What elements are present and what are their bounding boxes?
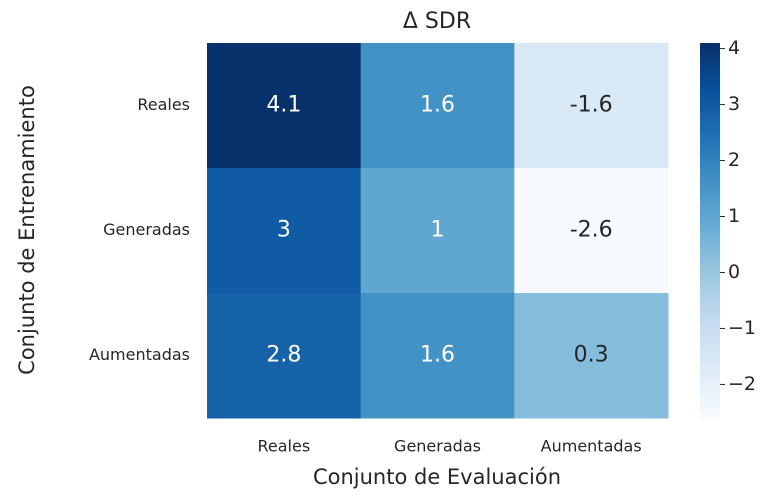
cell-label: 1	[431, 218, 445, 243]
chart-title: Δ SDR	[403, 9, 471, 34]
colorbar-tick-label: 4	[728, 37, 740, 59]
colorbar	[700, 43, 720, 418]
heatmap-cell	[360, 293, 515, 419]
cell-label: 1.6	[420, 343, 455, 368]
y-tick-label: Aumentadas	[89, 345, 190, 364]
cell-label: 2.8	[266, 343, 301, 368]
colorbar-tick-label: −1	[728, 317, 756, 339]
cell-label: 1.6	[420, 93, 455, 118]
x-tick-label: Reales	[257, 437, 310, 456]
heatmap-cell	[514, 43, 669, 169]
cell-label: 0.3	[574, 343, 609, 368]
colorbar-tick-label: −2	[728, 373, 756, 395]
cell-label: -2.6	[570, 218, 613, 243]
colorbar-tick-label: 1	[728, 205, 740, 227]
heatmap-cell	[360, 168, 515, 294]
cell-label: 4.1	[266, 93, 301, 118]
colorbar-tick-label: 2	[728, 149, 740, 171]
x-tick-label: Generadas	[394, 437, 481, 456]
cell-label: 3	[277, 218, 291, 243]
cell-label: -1.6	[570, 93, 613, 118]
colorbar-tick-label: 3	[728, 93, 740, 115]
heatmap-cell	[514, 293, 669, 419]
heatmap-cell	[514, 168, 669, 294]
heatmap-cell	[207, 168, 362, 294]
x-axis-label: Conjunto de Evaluación	[313, 465, 561, 489]
x-tick-label: Aumentadas	[541, 437, 642, 456]
heatmap-cell	[207, 293, 362, 419]
y-tick-label: Generadas	[103, 220, 190, 239]
y-tick-label: Reales	[137, 95, 190, 114]
colorbar-tick-label: 0	[728, 261, 740, 283]
y-axis-label: Conjunto de Entrenamiento	[15, 85, 39, 375]
heatmap-cell	[360, 43, 515, 169]
heatmap-cell	[207, 43, 362, 169]
